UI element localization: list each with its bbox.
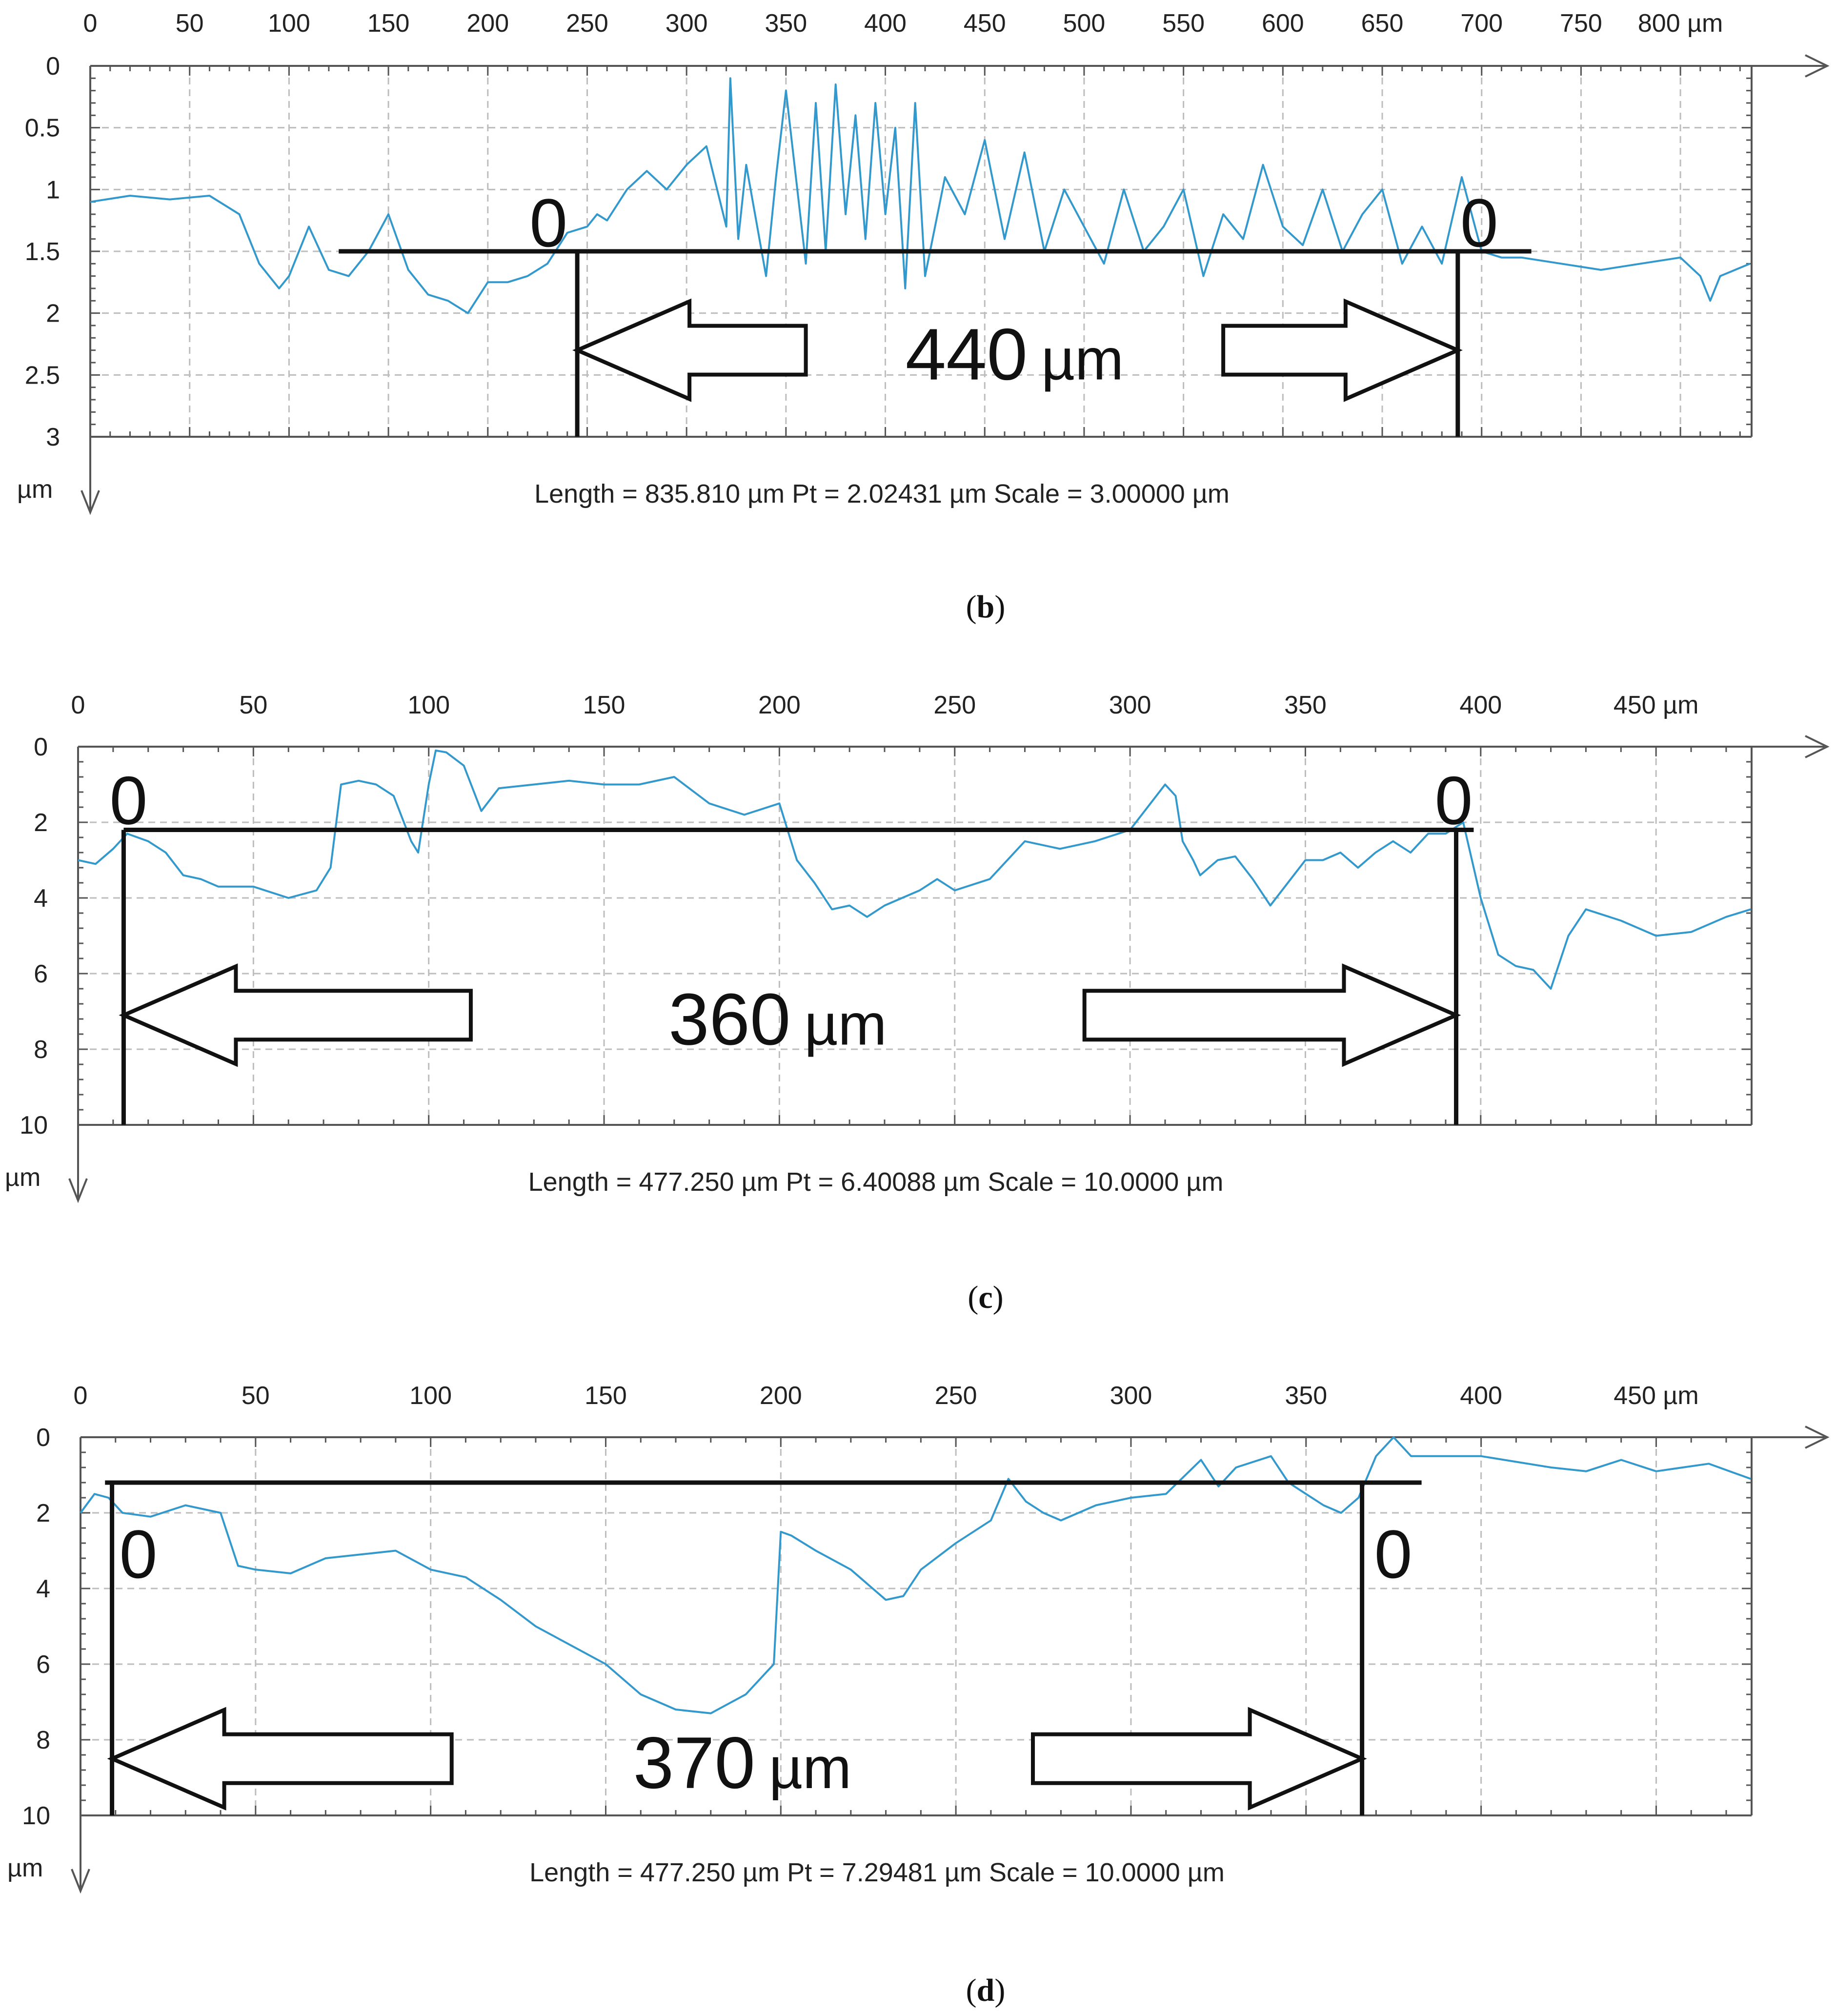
left-arrow-icon: [107, 1707, 454, 1811]
panel-caption: (d): [966, 1973, 1006, 2008]
x-tick-label: 200: [758, 691, 801, 719]
x-tick-label: 600: [1262, 9, 1304, 38]
x-tick-label: 750: [1560, 9, 1602, 38]
y-tick-label: 1.5: [25, 238, 60, 266]
y-tick-label: 6: [34, 960, 48, 988]
y-tick-label: 1: [46, 176, 60, 204]
y-axis-arrow-icon: [71, 1869, 90, 1894]
x-tick-label: 100: [407, 691, 450, 719]
x-tick-label: 400: [1460, 1382, 1502, 1410]
y-tick-label: 2: [46, 300, 60, 328]
y-unit-label: µm: [5, 1163, 40, 1192]
y-tick-label: 2.5: [25, 361, 60, 389]
x-tick-label: 0: [71, 691, 85, 719]
right-arrow-icon: [1031, 1707, 1367, 1811]
x-tick-label: 350: [1284, 691, 1327, 719]
y-axis-arrow-icon: [68, 1178, 88, 1203]
y-tick-label: 4: [36, 1575, 50, 1603]
zero-label-right: 0: [1435, 762, 1473, 839]
x-tick-label: 300: [1110, 1382, 1152, 1410]
measurement-footer: Length = 477.250 µm Pt = 6.40088 µm Scal…: [528, 1167, 1224, 1197]
x-tick-label: 450 µm: [1614, 691, 1698, 719]
x-axis-arrow-icon: [1805, 1425, 1830, 1449]
profile-series-line: [90, 77, 1751, 314]
panel-caption: (b): [966, 589, 1006, 625]
width-measurement-label: 370 µm: [633, 1722, 851, 1804]
profile-chart-b: 0 50 100 150 200 250 300 350 400 450 500 550 600 650 7…: [17, 9, 1830, 625]
y-tick-label: 10: [22, 1802, 50, 1830]
profile-chart-d: 0 50 100 150 200 250 300 350 400 450 µm 0 2 4 6 8 10 µm 0…: [7, 1382, 1830, 2008]
profile-chart-c: 0 50 100 150 200 250 300 350 400 450 µm 0 2 4 6 8 10 µm 0…: [5, 691, 1830, 1315]
zero-label-left: 0: [120, 1516, 158, 1592]
x-tick-label: 300: [1109, 691, 1151, 719]
y-tick-label: 2: [34, 809, 48, 837]
y-tick-label: 0: [46, 52, 60, 81]
zero-label-right: 0: [1460, 184, 1498, 261]
x-tick-label: 300: [666, 9, 708, 38]
zero-label-left: 0: [109, 762, 147, 839]
y-tick-label: 3: [46, 423, 60, 451]
y-tick-label: 8: [34, 1036, 48, 1064]
y-axis-arrow-icon: [81, 490, 100, 515]
zero-label-right: 0: [1374, 1516, 1412, 1592]
y-tick-label: 2: [36, 1499, 50, 1527]
x-tick-label: 200: [760, 1382, 802, 1410]
panel-caption: (c): [968, 1280, 1003, 1315]
x-tick-label: 100: [268, 9, 310, 38]
profile-series-line: [80, 1436, 1751, 1714]
right-arrow-icon: [1221, 298, 1463, 402]
x-tick-label: 650: [1361, 9, 1404, 38]
y-tick-label: 10: [20, 1111, 48, 1140]
x-tick-label: 150: [583, 691, 625, 719]
x-tick-label: 350: [1285, 1382, 1327, 1410]
x-tick-label: 100: [409, 1382, 452, 1410]
y-tick-label: 4: [34, 884, 48, 913]
x-tick-label: 450 µm: [1614, 1382, 1698, 1410]
x-tick-label: 250: [935, 1382, 977, 1410]
y-tick-label: 0: [36, 1424, 50, 1452]
x-axis-arrow-icon: [1805, 54, 1830, 78]
left-arrow-icon: [119, 963, 473, 1067]
x-tick-label: 0: [83, 9, 98, 38]
x-tick-label: 150: [585, 1382, 627, 1410]
x-tick-label: 50: [242, 1382, 270, 1410]
x-tick-label: 400: [1459, 691, 1502, 719]
x-tick-label: 400: [864, 9, 907, 38]
x-tick-label: 800 µm: [1638, 9, 1723, 38]
y-tick-label: 6: [36, 1650, 50, 1679]
x-tick-label: 350: [765, 9, 807, 38]
x-tick-label: 250: [566, 9, 608, 38]
x-tick-label: 700: [1460, 9, 1503, 38]
x-tick-label: 50: [239, 691, 267, 719]
zero-label-left: 0: [529, 184, 567, 261]
x-tick-label: 500: [1063, 9, 1106, 38]
y-tick-label: 8: [36, 1726, 50, 1754]
y-unit-label: µm: [7, 1854, 43, 1882]
profile-series-line: [78, 749, 1751, 990]
x-tick-label: 150: [367, 9, 410, 38]
measurement-footer: Length = 477.250 µm Pt = 7.29481 µm Scal…: [529, 1858, 1225, 1887]
y-tick-label: 0: [34, 733, 48, 761]
x-tick-label: 450: [964, 9, 1006, 38]
x-axis-arrow-icon: [1805, 735, 1830, 758]
x-tick-label: 200: [466, 9, 509, 38]
left-arrow-icon: [572, 298, 808, 402]
x-tick-label: 50: [176, 9, 204, 38]
right-arrow-icon: [1082, 963, 1461, 1067]
x-tick-label: 550: [1162, 9, 1205, 38]
width-measurement-label: 440 µm: [906, 313, 1124, 395]
width-measurement-label: 360 µm: [668, 978, 887, 1060]
x-tick-label: 250: [933, 691, 976, 719]
x-tick-label: 0: [74, 1382, 88, 1410]
measurement-footer: Length = 835.810 µm Pt = 2.02431 µm Scal…: [534, 479, 1230, 509]
y-tick-label: 0.5: [25, 114, 60, 143]
y-unit-label: µm: [17, 475, 53, 504]
